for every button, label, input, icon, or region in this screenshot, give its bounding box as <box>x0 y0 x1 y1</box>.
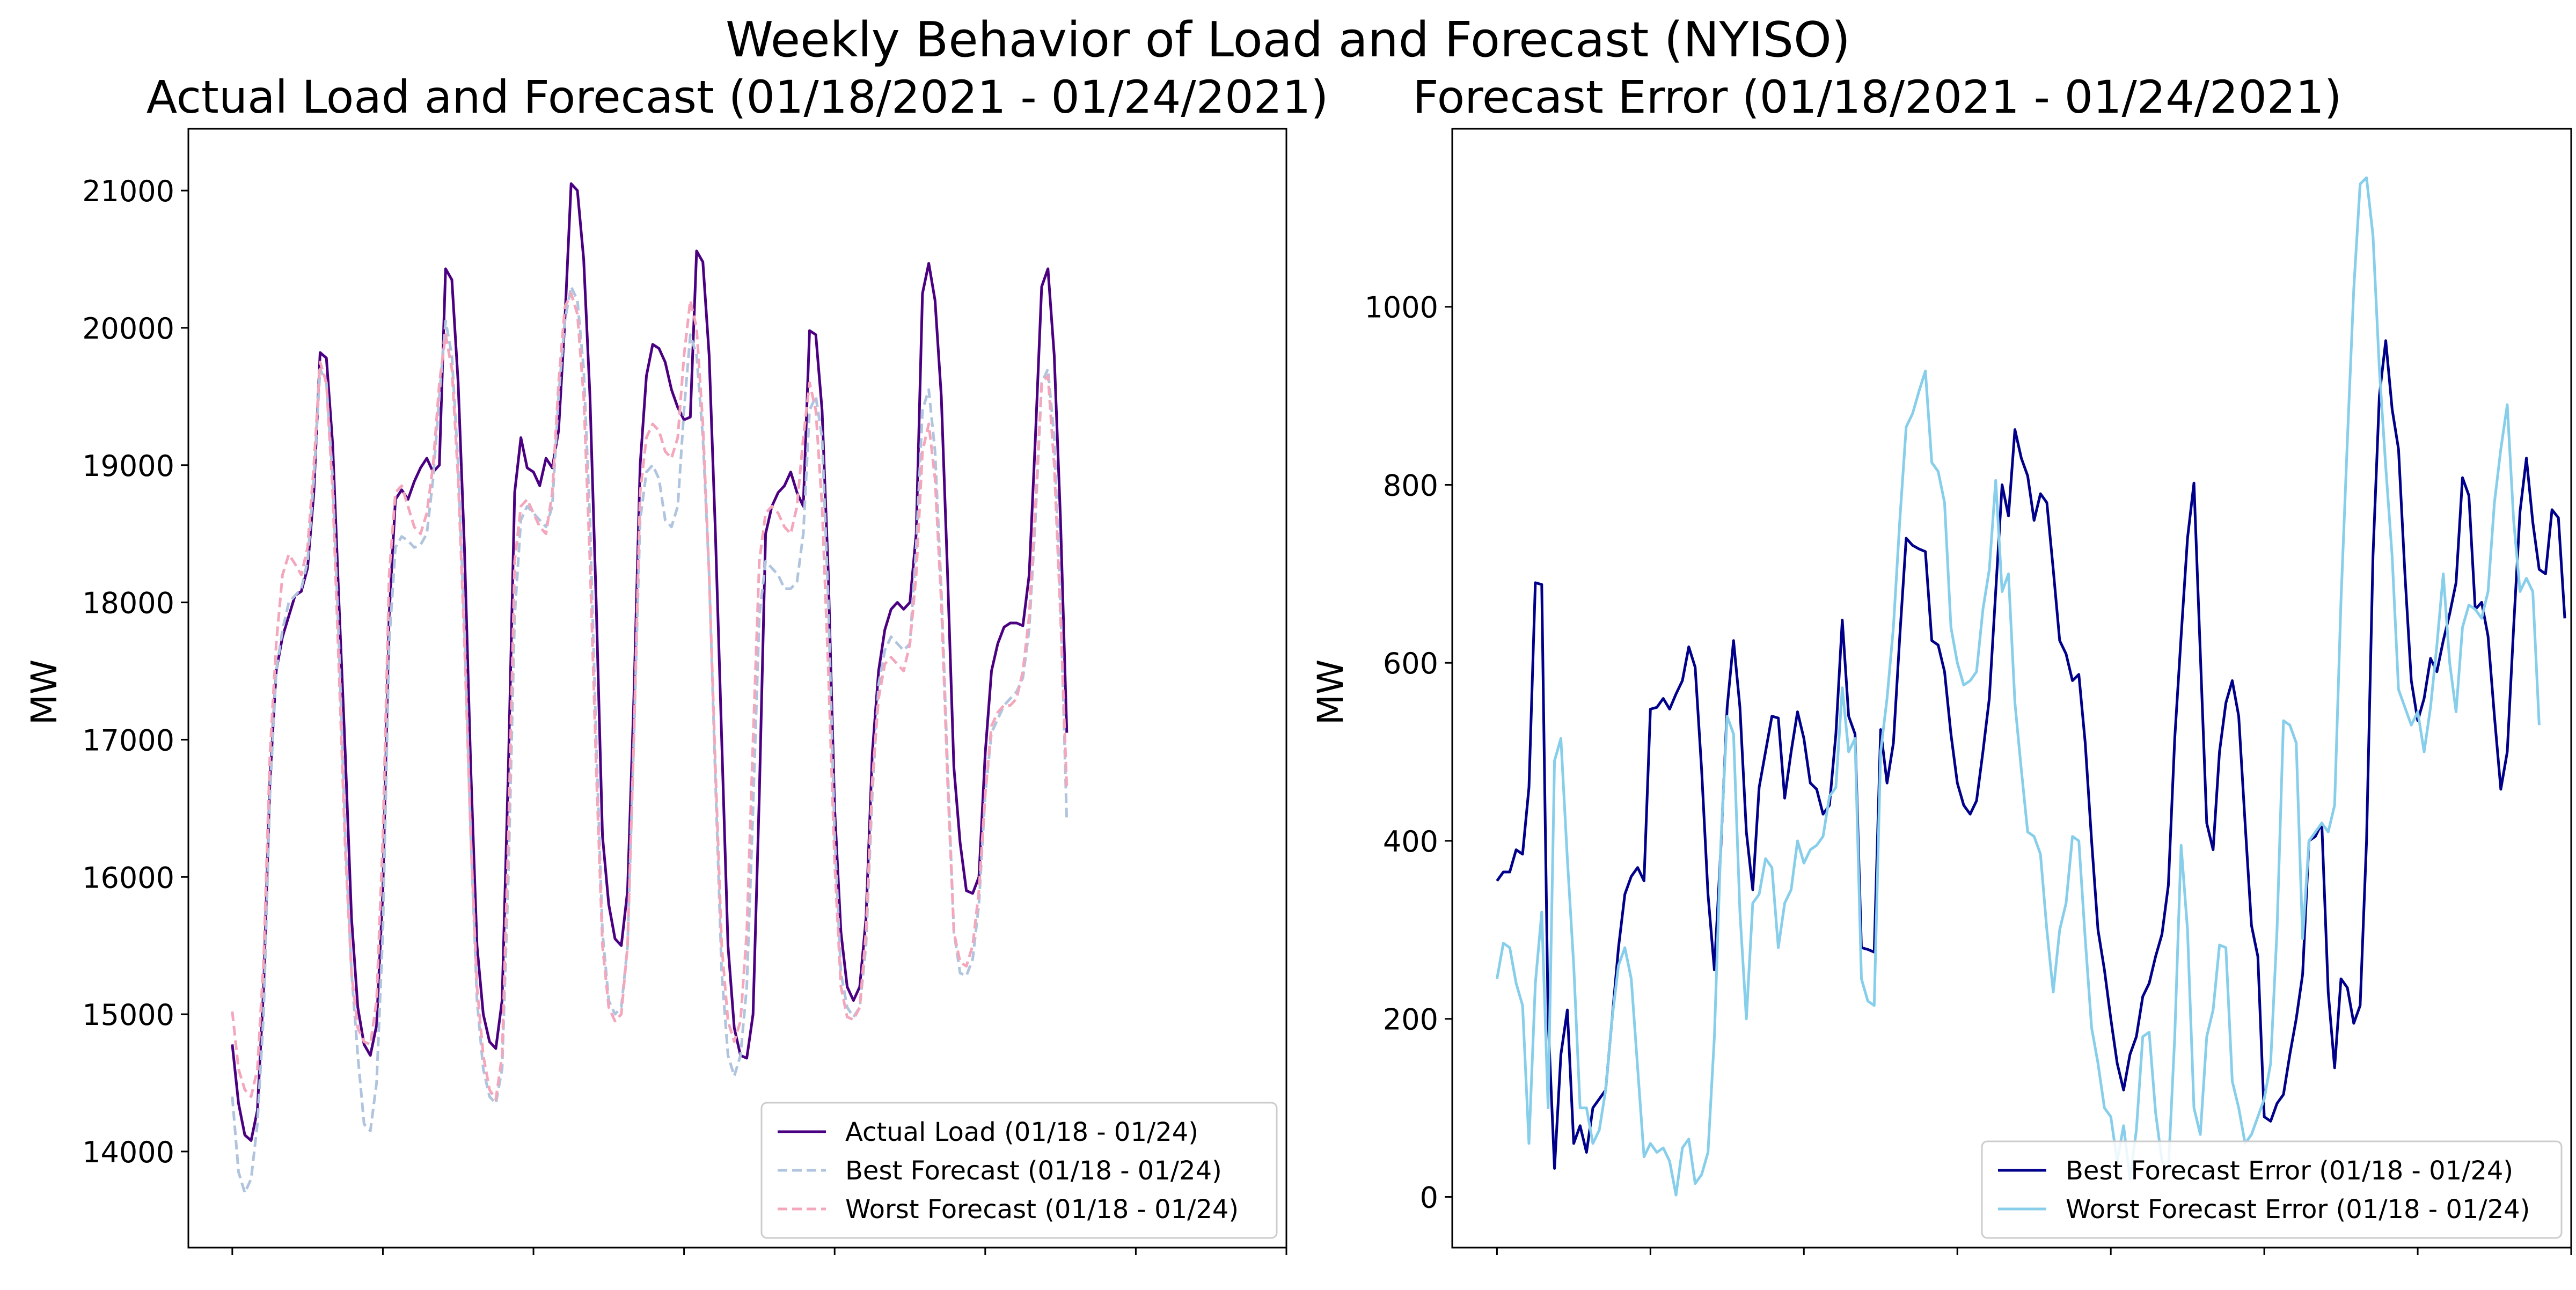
series-line <box>231 292 1069 1101</box>
figure-suptitle: Weekly Behavior of Load and Forecast (NY… <box>726 12 1850 68</box>
y-tick-label: 14000 <box>82 1135 174 1169</box>
legend-label: Worst Forecast Error (01/18 - 01/24) <box>2066 1194 2530 1225</box>
load-forecast-plot: Actual Load and Forecast (01/18/2021 - 0… <box>24 71 1328 1255</box>
legend-label: Actual Load (01/18 - 01/24) <box>845 1117 1198 1147</box>
y-tick-label: 200 <box>1383 1003 1438 1037</box>
y-tick-label: 400 <box>1383 825 1438 859</box>
y-tick-label: 16000 <box>82 861 174 895</box>
plot-frame <box>1451 128 2572 1249</box>
y-tick-label: 0 <box>1420 1181 1438 1214</box>
series-line <box>231 285 1069 1194</box>
y-axis-label: MW <box>24 659 65 725</box>
legend-label: Best Forecast Error (01/18 - 01/24) <box>2066 1156 2513 1186</box>
y-tick-label: 19000 <box>82 449 174 483</box>
y-tick-label: 800 <box>1383 468 1438 502</box>
series-line <box>1496 339 2566 1170</box>
y-axis-label: MW <box>1310 659 1351 725</box>
legend-label: Worst Forecast (01/18 - 01/24) <box>845 1194 1239 1225</box>
y-tick-label: 18000 <box>82 587 174 620</box>
series-line <box>231 182 1069 1142</box>
plot-title: Forecast Error (01/18/2021 - 01/24/2021) <box>1413 71 2341 123</box>
y-tick-label: 1000 <box>1365 291 1438 325</box>
legend-box <box>760 1102 1278 1239</box>
plot-frame <box>187 128 1287 1249</box>
y-tick-label: 600 <box>1383 647 1438 680</box>
plot-title: Actual Load and Forecast (01/18/2021 - 0… <box>147 71 1329 123</box>
series-line <box>1495 176 2541 1197</box>
legend-box <box>1981 1140 2563 1239</box>
y-tick-label: 15000 <box>82 998 174 1032</box>
y-tick-label: 21000 <box>82 174 174 208</box>
forecast-error-plot: Forecast Error (01/18/2021 - 01/24/2021)… <box>1310 71 2572 1255</box>
y-tick-label: 20000 <box>82 312 174 346</box>
y-tick-label: 17000 <box>82 723 174 757</box>
legend-label: Best Forecast (01/18 - 01/24) <box>845 1156 1222 1186</box>
